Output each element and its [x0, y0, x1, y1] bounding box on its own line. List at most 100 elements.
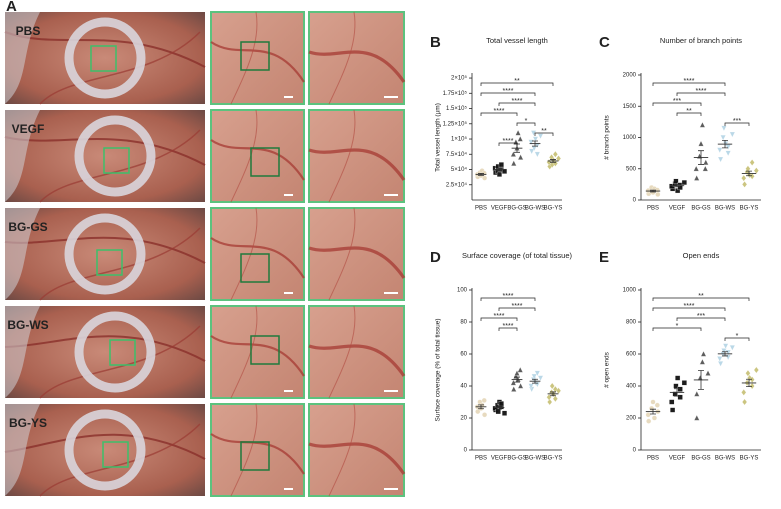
data-point [510, 160, 517, 166]
significance-label: **** [503, 323, 514, 330]
significance-label: ** [514, 78, 520, 85]
zoom-photo [210, 11, 305, 105]
y-tick-label: 800 [626, 320, 637, 326]
significance-label: **** [696, 88, 707, 95]
row-label: VEGF [12, 122, 45, 136]
y-tick-label: 0 [464, 448, 468, 454]
data-point [517, 382, 524, 389]
data-point [651, 415, 657, 421]
y-tick-label: 7.5×10⁴ [446, 151, 468, 158]
row-label: BG-GS [8, 220, 47, 234]
significance-bracket [480, 92, 536, 96]
y-tick-label: 40 [460, 384, 467, 390]
roi-box [240, 41, 270, 71]
y-tick-label: 0 [633, 448, 637, 454]
vessel [328, 403, 356, 497]
error-bar [496, 168, 502, 172]
egg-photo [5, 12, 205, 104]
data-point [555, 155, 562, 162]
y-tick-label: 1.25×10⁵ [443, 120, 468, 127]
significance-bracket [480, 317, 518, 321]
data-point [681, 380, 687, 386]
y-tick-label: 1×10⁵ [451, 136, 468, 143]
data-point [745, 165, 751, 173]
significance-bracket [498, 307, 536, 311]
vessel [210, 41, 305, 83]
y-tick-label: 100 [457, 288, 468, 294]
x-tick-label: BG-YS [544, 456, 563, 462]
x-tick-label: VEGF [669, 456, 686, 462]
significance-label: * [736, 333, 739, 340]
data-point [725, 150, 732, 157]
data-point [753, 366, 759, 374]
membrane-edge [5, 208, 40, 300]
roi-box [96, 249, 123, 276]
data-point [534, 151, 541, 158]
x-tick-label: PBS [475, 206, 487, 212]
error-bar [478, 173, 484, 176]
row-label: BG-YS [9, 416, 47, 430]
vessel [328, 109, 356, 203]
data-point [498, 162, 504, 168]
data-point [496, 171, 503, 177]
data-point [698, 140, 704, 147]
scale-bar [384, 194, 398, 196]
vessel [39, 31, 201, 105]
roi-box [240, 441, 270, 471]
significance-bracket [480, 112, 518, 116]
significance-bracket [652, 82, 726, 86]
significance-bracket [534, 132, 554, 136]
vessel [39, 325, 201, 399]
data-point [717, 361, 724, 367]
error-bar [746, 378, 752, 388]
scale-bar [384, 292, 398, 294]
error-bar [532, 378, 538, 384]
roi-box [250, 335, 280, 365]
data-point [546, 393, 552, 401]
data-point [717, 156, 724, 163]
ring [64, 17, 146, 99]
data-point [749, 172, 755, 180]
chart-title: Surface coverage (of total tissue) [462, 251, 573, 260]
data-point [537, 133, 544, 140]
significance-bracket [652, 327, 702, 331]
significance-label: **** [503, 138, 514, 145]
x-tick-label: BG-GS [691, 456, 710, 462]
chart-title: Open ends [683, 251, 720, 260]
scale-bar [384, 96, 398, 98]
data-point [481, 397, 487, 403]
row-label: BG-WS [7, 318, 48, 332]
data-point [725, 144, 732, 151]
data-point [745, 369, 751, 377]
data-point [531, 373, 538, 380]
y-tick-label: 5×10⁴ [451, 166, 468, 173]
data-point [498, 401, 504, 407]
data-point [720, 134, 726, 141]
data-point [749, 382, 755, 390]
error-bar [650, 189, 656, 193]
y-tick-label: 500 [626, 166, 637, 172]
significance-label: ** [686, 108, 692, 115]
ring [74, 311, 156, 393]
error-bar [496, 405, 502, 410]
data-point [528, 139, 534, 146]
vessel [308, 50, 406, 83]
zoom-photo [308, 11, 405, 105]
data-point [517, 135, 524, 142]
x-tick-label: PBS [475, 456, 487, 462]
x-tick-label: BG-GS [507, 456, 526, 462]
roi-box [250, 147, 280, 177]
y-tick-label: 2.5×10⁴ [446, 181, 468, 188]
data-point [547, 398, 553, 406]
significance-bracket [516, 122, 536, 126]
scale-bar [384, 488, 398, 490]
scale-bar [284, 488, 293, 490]
egg-photo [5, 404, 205, 496]
x-tick-label: PBS [647, 456, 659, 462]
zoom-photo [308, 403, 405, 497]
error-bar [674, 388, 680, 397]
data-point [702, 159, 709, 166]
significance-label: **** [494, 313, 505, 320]
data-point [675, 375, 681, 381]
significance-bracket [498, 102, 536, 106]
